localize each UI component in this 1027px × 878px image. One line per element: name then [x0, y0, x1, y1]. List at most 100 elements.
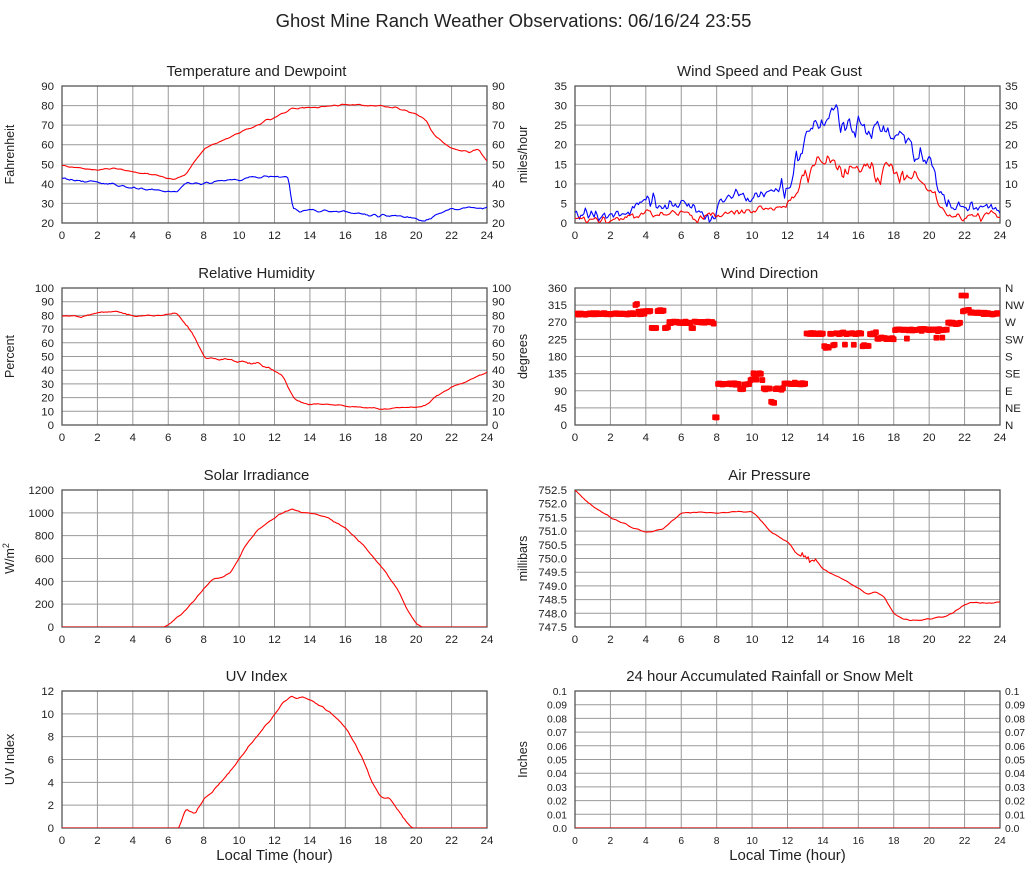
svg-text:8: 8 [200, 634, 206, 646]
svg-text:0.01: 0.01 [547, 811, 567, 822]
svg-text:16: 16 [339, 634, 352, 646]
svg-text:NE: NE [1005, 403, 1021, 415]
svg-text:10: 10 [41, 406, 54, 418]
svg-text:20: 20 [41, 392, 54, 404]
svg-text:S: S [1005, 351, 1013, 363]
svg-text:18: 18 [887, 634, 900, 646]
svg-text:SW: SW [1005, 334, 1024, 346]
svg-text:22: 22 [958, 432, 971, 444]
svg-text:14: 14 [817, 634, 830, 646]
svg-text:0.0: 0.0 [1005, 824, 1020, 835]
svg-text:10: 10 [233, 432, 246, 444]
svg-text:14: 14 [817, 432, 830, 444]
svg-text:750.0: 750.0 [538, 553, 567, 565]
svg-text:0.08: 0.08 [547, 715, 567, 726]
svg-text:UV Index: UV Index [3, 733, 17, 785]
svg-text:24 hour Accumulated Rainfall o: 24 hour Accumulated Rainfall or Snow Mel… [626, 668, 913, 685]
svg-text:70: 70 [492, 324, 505, 336]
svg-text:12: 12 [781, 634, 794, 646]
svg-text:40: 40 [41, 179, 54, 191]
svg-text:0: 0 [561, 218, 567, 230]
svg-text:0: 0 [48, 622, 54, 634]
svg-text:10: 10 [746, 634, 759, 646]
svg-text:0: 0 [59, 634, 65, 646]
svg-text:10: 10 [746, 230, 759, 242]
svg-text:16: 16 [853, 836, 865, 847]
svg-text:0.05: 0.05 [1005, 756, 1025, 767]
svg-text:18: 18 [374, 230, 387, 242]
svg-text:6: 6 [165, 230, 171, 242]
svg-text:6: 6 [165, 835, 171, 847]
svg-text:22: 22 [445, 634, 458, 646]
svg-text:60: 60 [41, 338, 54, 350]
svg-text:12: 12 [781, 432, 794, 444]
svg-text:750.5: 750.5 [538, 539, 567, 551]
svg-text:0: 0 [572, 634, 578, 646]
svg-text:18: 18 [887, 230, 900, 242]
svg-text:22: 22 [445, 835, 458, 847]
svg-text:2: 2 [607, 432, 613, 444]
svg-text:20: 20 [1005, 140, 1018, 152]
svg-text:8: 8 [713, 634, 719, 646]
svg-text:60: 60 [492, 140, 505, 152]
svg-text:W: W [1005, 317, 1016, 329]
svg-text:0.06: 0.06 [547, 742, 567, 753]
svg-text:4: 4 [130, 634, 137, 646]
svg-text:30: 30 [492, 379, 505, 391]
svg-text:4: 4 [48, 778, 55, 790]
svg-text:70: 70 [492, 120, 505, 132]
svg-text:16: 16 [852, 230, 865, 242]
svg-text:0: 0 [59, 432, 65, 444]
svg-text:22: 22 [445, 432, 458, 444]
svg-text:10: 10 [746, 836, 758, 847]
svg-text:0: 0 [48, 823, 54, 835]
svg-text:60: 60 [41, 140, 54, 152]
svg-text:20: 20 [923, 432, 936, 444]
svg-text:20: 20 [492, 218, 505, 230]
svg-text:0.1: 0.1 [1005, 687, 1020, 698]
svg-text:0.08: 0.08 [1005, 715, 1025, 726]
svg-text:80: 80 [492, 101, 505, 113]
svg-text:Temperature and Dewpoint: Temperature and Dewpoint [167, 63, 348, 80]
svg-text:2: 2 [607, 230, 613, 242]
svg-text:2: 2 [94, 230, 100, 242]
svg-text:100: 100 [492, 283, 511, 295]
svg-text:752.0: 752.0 [538, 498, 567, 510]
svg-text:0.07: 0.07 [547, 728, 567, 739]
svg-text:4: 4 [643, 634, 650, 646]
svg-text:20: 20 [923, 836, 935, 847]
svg-text:14: 14 [304, 634, 317, 646]
svg-text:70: 70 [41, 324, 54, 336]
svg-text:50: 50 [41, 159, 54, 171]
svg-text:6: 6 [678, 230, 684, 242]
svg-text:18: 18 [888, 836, 900, 847]
svg-text:20: 20 [492, 392, 505, 404]
svg-text:18: 18 [374, 634, 387, 646]
svg-text:14: 14 [304, 432, 317, 444]
svg-text:24: 24 [994, 634, 1007, 646]
svg-text:0: 0 [48, 420, 54, 432]
svg-text:10: 10 [41, 709, 54, 721]
svg-text:16: 16 [339, 230, 352, 242]
svg-text:0.05: 0.05 [547, 756, 567, 767]
svg-text:12: 12 [782, 836, 794, 847]
svg-text:25: 25 [1005, 120, 1018, 132]
svg-text:751.5: 751.5 [538, 512, 567, 524]
svg-text:4: 4 [130, 432, 137, 444]
svg-text:0: 0 [572, 836, 578, 847]
svg-text:0: 0 [572, 432, 578, 444]
svg-text:22: 22 [959, 836, 971, 847]
svg-text:10: 10 [746, 432, 759, 444]
svg-text:10: 10 [233, 634, 246, 646]
svg-text:40: 40 [492, 365, 505, 377]
svg-text:5: 5 [1005, 198, 1011, 210]
svg-text:N: N [1005, 420, 1013, 432]
svg-text:6: 6 [48, 755, 54, 767]
svg-text:0.04: 0.04 [547, 770, 567, 781]
svg-text:Percent: Percent [3, 334, 17, 378]
svg-text:SE: SE [1005, 368, 1021, 380]
svg-text:8: 8 [200, 432, 206, 444]
svg-text:0.03: 0.03 [1005, 783, 1025, 794]
svg-text:35: 35 [1005, 81, 1018, 93]
svg-text:749.0: 749.0 [538, 580, 567, 592]
